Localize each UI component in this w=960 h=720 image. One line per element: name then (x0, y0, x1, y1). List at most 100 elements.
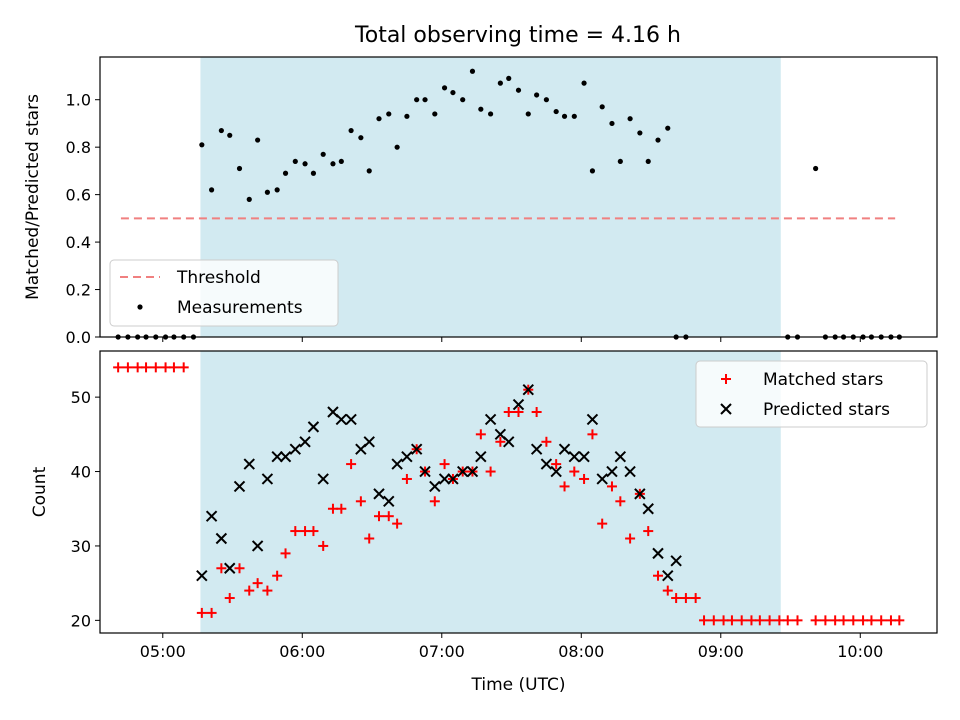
top-panel: 0.0 0.2 0.4 0.6 0.8 1.0 Matched/Predicted star… (23, 56, 938, 347)
matched-star-point (866, 615, 877, 626)
matched-star-point (746, 615, 757, 626)
predicted-star-point (279, 450, 292, 463)
measurement-point (404, 113, 410, 119)
y-tick-label: 0.6 (66, 186, 91, 205)
predicted-star-point (596, 473, 608, 485)
measurement-point (589, 168, 596, 174)
legend-measurement-label: Measurements (177, 298, 303, 318)
matched-star-point (782, 615, 793, 626)
matched-star-point (206, 607, 217, 618)
measurement-point (525, 111, 531, 117)
chart-title: Total observing time = 4.16 h (354, 23, 681, 48)
x-tick-label: 10:00 (837, 642, 883, 661)
matched-star-point (559, 481, 570, 492)
matched-star-point (383, 511, 394, 522)
measurement-point (292, 158, 298, 165)
predicted-star-point (251, 540, 264, 552)
matched-star-point (308, 526, 319, 537)
y-tick-label: 40 (71, 463, 91, 482)
predicted-star-point (634, 488, 646, 500)
matched-star-point (858, 615, 869, 626)
legend-predicted-swatch (720, 403, 732, 415)
matched-star-point (653, 570, 663, 581)
measurement-point (813, 165, 819, 172)
y-tick-label: 0.0 (66, 328, 91, 347)
measurement-point (282, 170, 289, 176)
measurement-point (348, 127, 354, 134)
predicted-star-point (642, 503, 654, 515)
matched-star-point (718, 615, 729, 626)
legend-box (695, 360, 928, 428)
matched-star-point (392, 518, 403, 529)
measurement-point (264, 189, 270, 195)
measurement-point (637, 130, 643, 136)
measurement-point (227, 132, 233, 138)
predicted-star-point (317, 473, 329, 485)
predicted-star-point (438, 473, 451, 485)
matched-star-point (726, 615, 737, 626)
predicted-star-point (289, 443, 302, 455)
matched-star-point (820, 615, 831, 626)
matched-star-point (531, 407, 542, 418)
predicted-star-point (614, 450, 627, 463)
matched-star-point (774, 615, 785, 626)
matched-star-point (244, 585, 255, 596)
matched-star-point (132, 362, 143, 373)
matched-star-point (810, 615, 821, 626)
predicted-star-point (233, 480, 246, 493)
x-axis-label: Time (UTC) (471, 675, 566, 695)
predicted-star-point (205, 510, 218, 522)
measurement-point (394, 144, 400, 150)
predicted-star-point (196, 570, 208, 582)
matched-star-point (196, 607, 207, 618)
measurement-point (246, 196, 252, 202)
matched-star-point (662, 585, 673, 596)
predicted-star-point (447, 473, 459, 485)
measurement-point (338, 158, 344, 165)
matched-star-point (876, 615, 887, 626)
matched-star-point (830, 615, 841, 626)
top-y-axis-label: Matched/Predicted stars (23, 94, 43, 300)
matched-star-point (513, 407, 524, 418)
matched-star-point (485, 466, 496, 477)
y-tick-label: 20 (71, 611, 91, 630)
matched-star-point (708, 615, 719, 626)
bottom-panel: 20 30 40 50 05:00 06:00 07:00 08:00 09:00 10:00 Co… (30, 350, 938, 695)
matched-star-point (429, 496, 440, 507)
matched-star-point (234, 563, 245, 574)
predicted-star-point (512, 398, 525, 411)
predicted-star-point (261, 473, 274, 485)
measurement-point (376, 116, 382, 122)
x-tick-label: 07:00 (419, 642, 465, 661)
measurement-point (617, 158, 623, 165)
measurement-point (432, 111, 438, 117)
matched-star-point (168, 362, 179, 373)
measurement-point (199, 142, 205, 148)
predicted-star-point (419, 465, 431, 478)
matched-star-point (503, 407, 514, 418)
matched-star-point (290, 526, 301, 537)
matched-star-point (615, 496, 626, 507)
x-tick-label: 09:00 (698, 642, 744, 661)
predicted-star-point (410, 443, 423, 455)
measurement-point (645, 158, 651, 165)
matched-star-point (475, 429, 486, 440)
measurement-point (209, 187, 215, 193)
matched-star-point (690, 593, 701, 604)
matched-star-point (122, 362, 133, 373)
measurement-point (320, 151, 326, 157)
measurement-point (599, 104, 605, 110)
predicted-star-point (586, 413, 599, 426)
measurement-point (460, 97, 466, 103)
legend-threshold-label: Threshold (176, 268, 261, 288)
y-tick-label: 0.2 (66, 281, 91, 300)
matched-star-point (318, 540, 329, 551)
x-tick-label: 05:00 (140, 642, 186, 661)
measurement-point (302, 161, 308, 167)
measurement-point (366, 168, 372, 174)
matched-star-point (160, 362, 171, 373)
observing-window (200, 351, 781, 633)
measurement-point (358, 135, 364, 141)
matched-star-point (754, 615, 765, 626)
